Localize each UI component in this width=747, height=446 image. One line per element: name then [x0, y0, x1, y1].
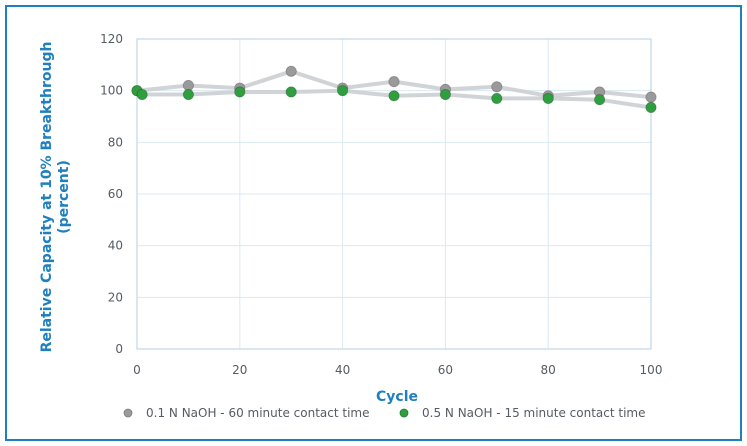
data-point-0-10[interactable] — [645, 91, 657, 103]
data-point-1-2[interactable] — [182, 88, 194, 101]
x-tick-label-5: 100 — [640, 363, 663, 377]
y-tick-label-3: 60 — [108, 187, 123, 201]
data-point-1-7[interactable] — [439, 88, 451, 101]
x-tick-label-0: 0 — [133, 363, 141, 377]
data-point-1-11[interactable] — [645, 101, 657, 114]
legend-marker-1 — [399, 408, 409, 418]
data-point-1-10[interactable] — [593, 94, 606, 106]
data-point-1-3[interactable] — [234, 86, 246, 98]
data-point-1-1[interactable] — [136, 88, 148, 101]
x-tick-label-4: 80 — [541, 363, 556, 377]
plot-area-border — [136, 38, 652, 350]
data-point-0-3[interactable] — [285, 65, 297, 77]
y-tick-label-4: 80 — [108, 135, 123, 149]
x-tick-label-1: 20 — [232, 363, 247, 377]
y-tick-label-1: 20 — [108, 290, 123, 304]
data-point-1-6[interactable] — [388, 90, 400, 102]
y-tick-label-0: 0 — [115, 342, 123, 356]
legend-label-0: 0.1 N NaOH - 60 minute contact time — [146, 406, 370, 420]
data-point-0-5[interactable] — [388, 76, 400, 88]
series-layer — [131, 65, 657, 114]
x-axis-title: Cycle — [376, 389, 418, 405]
y-axis-title: Relative Capacity at 10% Breakthrough (p… — [39, 42, 72, 353]
y-axis-title-line-2: (percent) — [56, 160, 72, 234]
outer-border — [5, 5, 742, 441]
legend-item-0[interactable]: 0.1 N NaOH - 60 minute contact time — [123, 406, 370, 420]
data-point-1-9[interactable] — [542, 92, 554, 105]
y-tick-label-5: 100 — [100, 84, 123, 98]
data-point-1-8[interactable] — [491, 92, 503, 105]
data-point-1-5[interactable] — [336, 85, 349, 97]
y-tick-label-2: 40 — [108, 239, 123, 253]
legend: 0.1 N NaOH - 60 minute contact time 0.5 … — [123, 406, 646, 420]
y-axis-title-line-1: Relative Capacity at 10% Breakthrough — [39, 42, 55, 353]
series-line-1 — [135, 88, 653, 110]
y-axis-ticks: 0 20 40 60 80 100 120 — [100, 32, 123, 356]
legend-marker-0 — [123, 408, 133, 418]
data-point-1-4[interactable] — [285, 86, 297, 98]
data-point-0-7[interactable] — [491, 81, 503, 93]
legend-item-1[interactable]: 0.5 N NaOH - 15 minute contact time — [399, 406, 646, 420]
legend-label-1: 0.5 N NaOH - 15 minute contact time — [422, 406, 646, 420]
series-1 — [131, 85, 657, 114]
x-tick-label-3: 60 — [438, 363, 453, 377]
y-tick-label-6: 120 — [100, 32, 123, 46]
x-axis-ticks: 0 20 40 60 80 100 — [133, 363, 662, 377]
x-tick-label-2: 40 — [335, 363, 350, 377]
